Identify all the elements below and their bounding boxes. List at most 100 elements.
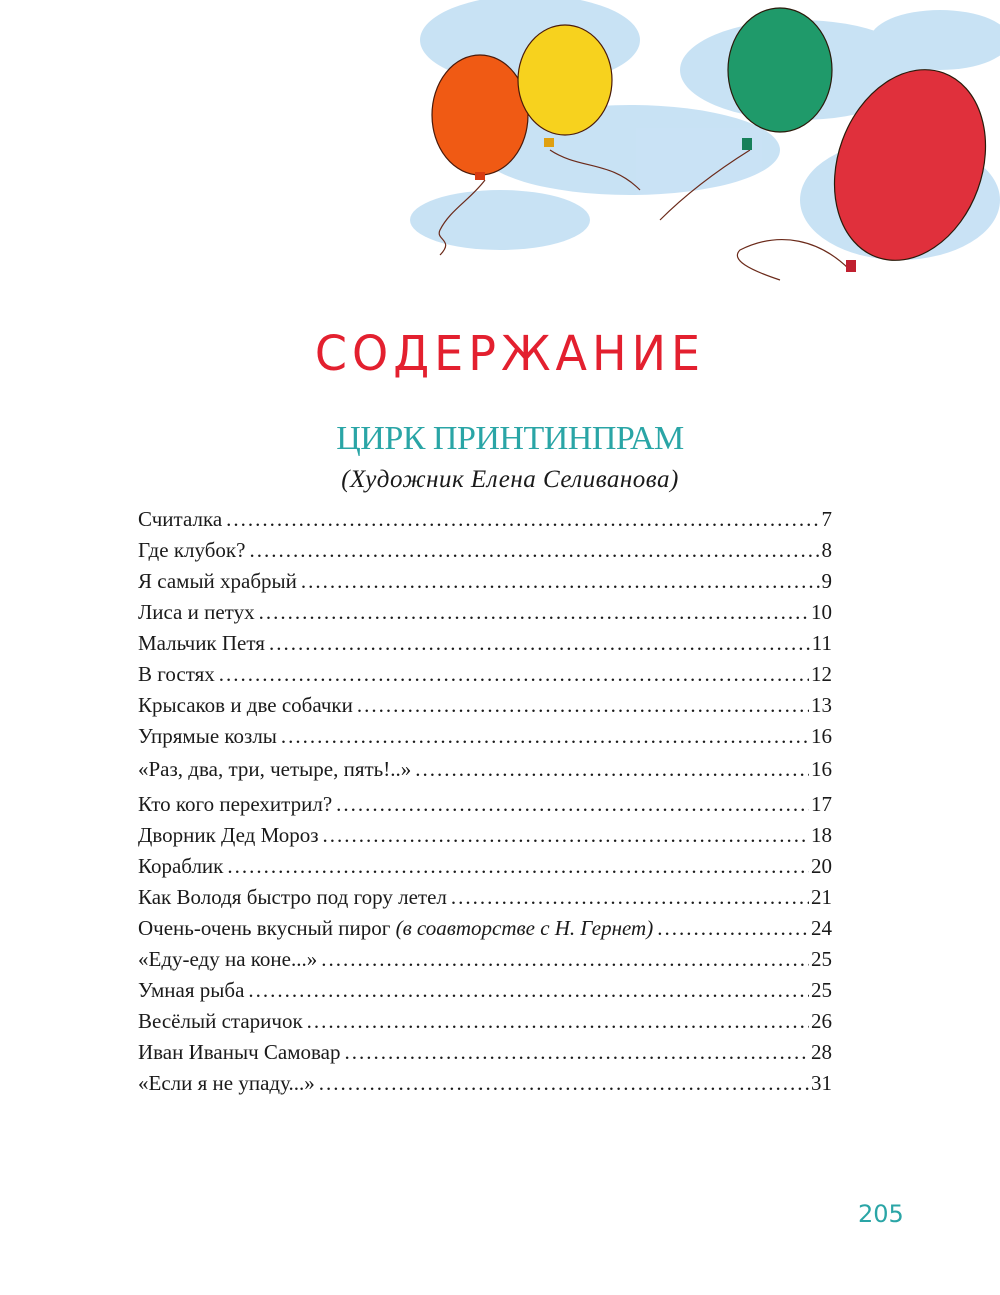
- toc-entry-title: Как Володя быстро под гору летел: [138, 885, 447, 910]
- toc-entry-page: 26: [811, 1009, 832, 1033]
- dot-leader: [657, 916, 809, 941]
- toc-entry-title: Дворник Дед Мороз: [138, 823, 319, 848]
- dot-leader: [248, 978, 809, 1003]
- entry-title-text: Где клубок?: [138, 538, 246, 562]
- toc-entry-title: «Если я не упаду...»: [138, 1071, 315, 1096]
- entry-title-text: «Если я не упаду...»: [138, 1071, 315, 1095]
- toc-entry-page: 31: [811, 1071, 832, 1095]
- entry-title-text: Считалка: [138, 507, 223, 531]
- page-title: СОДЕРЖАНИЕ: [314, 324, 706, 382]
- toc-entry-title: Очень-очень вкусный пирог (в соавторстве…: [138, 916, 653, 941]
- dot-leader: [323, 823, 809, 848]
- toc-entry[interactable]: «Еду-еду на коне...» 25: [138, 947, 832, 978]
- section-artist: (Художник Елена Селиванова): [341, 466, 679, 493]
- entry-title-text: Дворник Дед Мороз: [138, 823, 319, 847]
- toc-entry-title: Кто кого перехитрил?: [138, 792, 332, 817]
- entry-title-text: Весёлый старичок: [138, 1009, 303, 1033]
- toc-entry[interactable]: В гостях 12: [138, 662, 832, 693]
- entry-title-text: Очень-очень вкусный пирог: [138, 916, 391, 940]
- dot-leader: [357, 693, 809, 718]
- entry-title-text: «Еду-еду на коне...»: [138, 947, 318, 971]
- dot-leader: [451, 885, 809, 910]
- toc-entry-title: В гостях: [138, 662, 215, 687]
- entry-title-text: Как Володя быстро под гору летел: [138, 885, 447, 909]
- entry-title-text: Крысаков и две собачки: [138, 693, 353, 717]
- toc-entry-title: Я самый храбрый: [138, 569, 297, 594]
- dot-leader: [269, 631, 810, 656]
- toc-entry[interactable]: «Если я не упаду...» 31: [138, 1071, 832, 1102]
- toc-entry-page: 11: [811, 631, 832, 655]
- toc-entry[interactable]: Дворник Дед Мороз 18: [138, 823, 832, 854]
- orange-balloon: [431, 54, 529, 180]
- toc-entry-page: 21: [811, 885, 832, 909]
- dot-leader: [307, 1009, 809, 1034]
- toc-entry[interactable]: Как Володя быстро под гору летел 21: [138, 885, 832, 916]
- toc-entry-page: 7: [821, 507, 833, 531]
- balloons-illustration: [410, 0, 1000, 281]
- toc-entry[interactable]: Крысаков и две собачки 13: [138, 693, 832, 724]
- dot-leader: [415, 757, 809, 782]
- toc-entry[interactable]: Весёлый старичок 26: [138, 1009, 832, 1040]
- section-title: ЦИРК ПРИНТИНПРАМ: [336, 420, 684, 457]
- toc-entry[interactable]: «Раз, два, три, четыре, пять!..» 16: [138, 755, 832, 792]
- toc-entry-page: 16: [811, 757, 832, 781]
- toc-entry-title: Умная рыба: [138, 978, 244, 1003]
- toc-entry-title: Лиса и петух: [138, 600, 255, 625]
- toc-entry-title: Весёлый старичок: [138, 1009, 303, 1034]
- entry-title-text: Я самый храбрый: [138, 569, 297, 593]
- table-of-contents: Считалка 7 Где клубок? 8 Я самый храбрый 9 Лис…: [138, 507, 832, 1102]
- toc-entry[interactable]: Считалка 7: [138, 507, 832, 538]
- toc-entry-title: «Раз, два, три, четыре, пять!..»: [138, 757, 411, 782]
- toc-entry-title: Упрямые козлы: [138, 724, 277, 749]
- toc-entry[interactable]: Лиса и петух 10: [138, 600, 832, 631]
- toc-entry[interactable]: Я самый храбрый 9: [138, 569, 832, 600]
- entry-title-text: В гостях: [138, 662, 215, 686]
- toc-entry[interactable]: Мальчик Петя 11: [138, 631, 832, 662]
- toc-entry[interactable]: Иван Иваныч Самовар 28: [138, 1040, 832, 1071]
- entry-title-text: «Раз, два, три, четыре, пять!..»: [138, 757, 412, 781]
- toc-entry[interactable]: Упрямые козлы 16: [138, 724, 832, 755]
- toc-entry-page: 25: [811, 978, 832, 1002]
- toc-entry-title: Крысаков и две собачки: [138, 693, 353, 718]
- dot-leader: [321, 947, 809, 972]
- toc-entry-page: 16: [811, 724, 832, 748]
- toc-entry-page: 25: [811, 947, 832, 971]
- toc-entry[interactable]: Умная рыба 25: [138, 978, 832, 1009]
- page-number: 205: [858, 1200, 904, 1228]
- toc-entry-title: Считалка: [138, 507, 222, 532]
- toc-entry-title: Мальчик Петя: [138, 631, 265, 656]
- toc-entry-page: 13: [811, 693, 832, 717]
- toc-entry[interactable]: Очень-очень вкусный пирог (в соавторстве…: [138, 916, 832, 947]
- entry-title-text: Иван Иваныч Самовар: [138, 1040, 341, 1064]
- dot-leader: [281, 724, 809, 749]
- toc-entry[interactable]: Кто кого перехитрил? 17: [138, 792, 832, 823]
- dot-leader: [226, 507, 819, 532]
- dot-leader: [259, 600, 809, 625]
- dot-leader: [301, 569, 820, 594]
- toc-entry-page: 17: [811, 792, 832, 816]
- toc-entry-page: 18: [811, 823, 832, 847]
- entry-title-text: Кораблик: [138, 854, 224, 878]
- toc-entry-title: Где клубок?: [138, 538, 245, 563]
- toc-entry-page: 8: [821, 538, 833, 562]
- toc-entry[interactable]: Кораблик 20: [138, 854, 832, 885]
- toc-entry-page: 24: [811, 916, 832, 940]
- toc-entry-title: «Еду-еду на коне...»: [138, 947, 317, 972]
- dot-leader: [319, 1071, 809, 1096]
- toc-entry-title: Кораблик: [138, 854, 223, 879]
- entry-title-text: Кто кого перехитрил?: [138, 792, 333, 816]
- dot-leader: [219, 662, 809, 687]
- toc-entry-page: 20: [811, 854, 832, 878]
- red-balloon: [833, 69, 987, 272]
- toc-entry[interactable]: Где клубок? 8: [138, 538, 832, 569]
- yellow-balloon: [517, 24, 613, 147]
- entry-title-text: Лиса и петух: [138, 600, 255, 624]
- toc-entry-page: 12: [811, 662, 832, 686]
- toc-entry-page: 9: [821, 569, 833, 593]
- toc-entry-page: 28: [811, 1040, 832, 1064]
- toc-entry-page: 10: [811, 600, 832, 624]
- dot-leader: [344, 1040, 809, 1065]
- dot-leader: [249, 538, 819, 563]
- entry-title-text: Умная рыба: [138, 978, 245, 1002]
- entry-note: (в соавторстве с Н. Гернет): [395, 916, 654, 940]
